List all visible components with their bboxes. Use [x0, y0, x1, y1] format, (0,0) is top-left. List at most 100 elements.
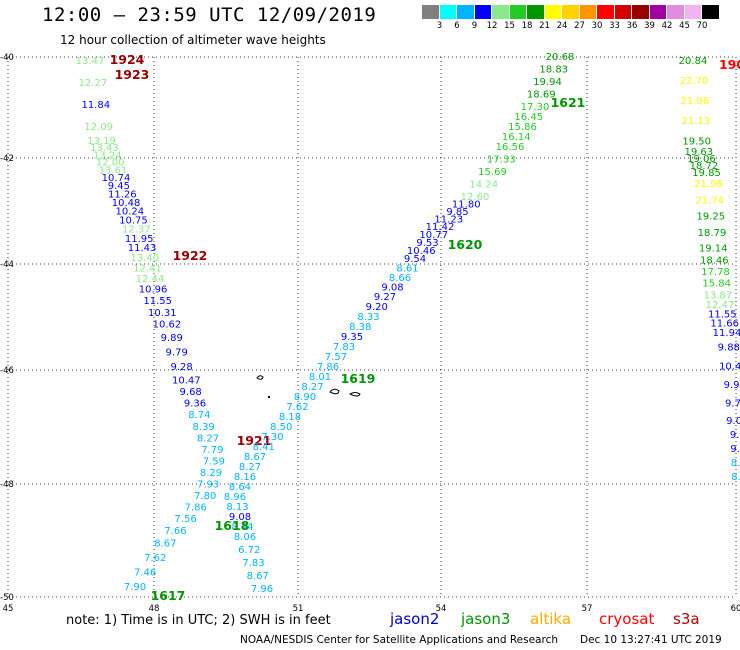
- wave-height-label: 21.96: [694, 179, 723, 190]
- legend-label: 9: [471, 21, 478, 31]
- wave-height-label: 9.20: [366, 302, 388, 313]
- legend-label: 33: [609, 21, 620, 31]
- wave-height-label: 13.19: [87, 136, 116, 147]
- wave-height-label: 8.66: [389, 273, 411, 284]
- wave-height-label: 7.66: [164, 526, 186, 537]
- legend-label: 15: [504, 21, 515, 31]
- wave-height-label: 8.: [731, 458, 740, 469]
- wave-height-label: 11.55: [143, 296, 172, 307]
- wave-height-label: 7.93: [197, 480, 219, 491]
- pass-time-label: 1621: [551, 95, 586, 110]
- wave-height-label: 9.36: [184, 399, 206, 410]
- wave-height-label: 9.85: [446, 207, 468, 218]
- wave-height-label: 10.4: [719, 361, 740, 372]
- wave-height-label: 7.46: [134, 568, 156, 579]
- lon-label: 54: [436, 604, 447, 614]
- wave-height-label: 8.64: [229, 482, 251, 493]
- island-shape: [256, 375, 264, 380]
- wave-height-label: 16.14: [502, 132, 531, 143]
- legend-swatch: [614, 5, 632, 19]
- wave-height-label: 13.47: [76, 56, 105, 67]
- wave-height-label: 20.84: [679, 56, 708, 67]
- wave-height-label: 10.96: [139, 285, 168, 296]
- wave-height-label: 10.77: [419, 230, 448, 241]
- legend-label: 12: [486, 21, 498, 31]
- legend-swatch: [422, 5, 440, 19]
- wave-height-label: 19.06: [687, 154, 716, 165]
- wave-height-label: 19.94: [533, 77, 562, 88]
- wave-height-label: 7.80: [194, 491, 216, 502]
- wave-height-label: 17.78: [701, 267, 730, 278]
- wave-height-label: 9.: [730, 430, 740, 441]
- wave-height-label: 8.50: [270, 422, 292, 433]
- wave-height-label: 14.24: [469, 180, 498, 191]
- pass-time-label: 1620: [448, 237, 483, 252]
- wave-height-label: 7.30: [261, 432, 283, 443]
- wave-height-label: 8.27: [239, 462, 261, 473]
- sat-jason3: jason3: [461, 610, 511, 628]
- pass-time-label: 1921: [237, 433, 272, 448]
- wave-height-label: 12.27: [79, 78, 108, 89]
- lat-label: -48: [0, 480, 14, 490]
- wave-height-label: 8.: [731, 472, 740, 483]
- wave-height-label: 22.70: [680, 76, 709, 87]
- lon-label: 48: [149, 604, 160, 614]
- wave-height-label: 11.66: [710, 319, 739, 330]
- wave-height-label: 11.80: [452, 200, 481, 211]
- legend-swatch: [492, 5, 510, 19]
- wave-height-label: 21.13: [681, 116, 710, 127]
- wave-height-label: 10.46: [407, 246, 436, 257]
- wave-height-label: 7.79: [201, 445, 223, 456]
- pass-time-label: 1923: [115, 67, 150, 82]
- wave-height-label: 8.90: [294, 392, 316, 403]
- wave-height-label: 15.69: [478, 167, 507, 178]
- wave-height-label: 8.67: [247, 571, 269, 582]
- wave-height-label: 8.39: [193, 422, 215, 433]
- island-dot: [268, 396, 270, 398]
- legend-label: 36: [626, 21, 638, 31]
- island-shape: [348, 392, 361, 397]
- wave-height-label: 10.75: [119, 215, 148, 226]
- wave-height-label: 19.50: [682, 136, 711, 147]
- legend-label: 3: [436, 21, 443, 31]
- legend-label: 45: [679, 21, 690, 31]
- legend-swatch: [439, 5, 457, 19]
- legend-swatch: [509, 5, 527, 19]
- wave-height-label: 7.86: [317, 362, 339, 373]
- wave-height-label: 18.72: [690, 161, 719, 172]
- wave-height-label: 8.41: [253, 442, 275, 453]
- wave-height-label: 13.87: [704, 290, 733, 301]
- wave-height-label: 15.84: [702, 279, 731, 290]
- pass-time-label: 1618: [215, 518, 250, 533]
- wave-height-label: 13.40: [130, 253, 159, 264]
- wave-height-label: 8.27: [197, 433, 219, 444]
- wave-height-label: 9.45: [108, 181, 130, 192]
- longitude-labels: 45 48 51 54 57 60: [3, 604, 740, 614]
- island-shape: [329, 388, 340, 395]
- lat-label: -44: [0, 260, 14, 270]
- wave-height-label: 8.44: [231, 522, 253, 533]
- legend-label: 18: [521, 21, 533, 31]
- wave-height-label: 11.43: [128, 243, 157, 254]
- wave-height-label: 8.27: [301, 382, 323, 393]
- wave-height-label: 9.0: [726, 416, 740, 427]
- wave-height-label: 12.41: [133, 264, 162, 275]
- lon-label: 45: [3, 604, 14, 614]
- wave-height-label: 7.83: [242, 558, 264, 569]
- lat-label: -40: [0, 53, 14, 63]
- legend-swatch: [597, 5, 615, 19]
- wave-height-label: 13.43: [90, 143, 119, 154]
- lat-label: -50: [0, 593, 14, 603]
- wave-height-label: 11.94: [713, 328, 740, 339]
- wave-height-label: 9.9: [724, 380, 740, 391]
- wave-height-label: 18.46: [700, 255, 729, 266]
- wave-height-label: 9.53: [416, 238, 438, 249]
- wave-height-label: 19.25: [697, 212, 726, 223]
- legend-swatch: [667, 5, 685, 19]
- wave-height-label: 8.61: [396, 264, 418, 275]
- wave-height-label: 9.28: [170, 362, 192, 373]
- wave-height-label: 7.62: [144, 553, 166, 564]
- wave-height-label: 11.84: [81, 100, 110, 111]
- wave-height-label: 10.24: [116, 207, 145, 218]
